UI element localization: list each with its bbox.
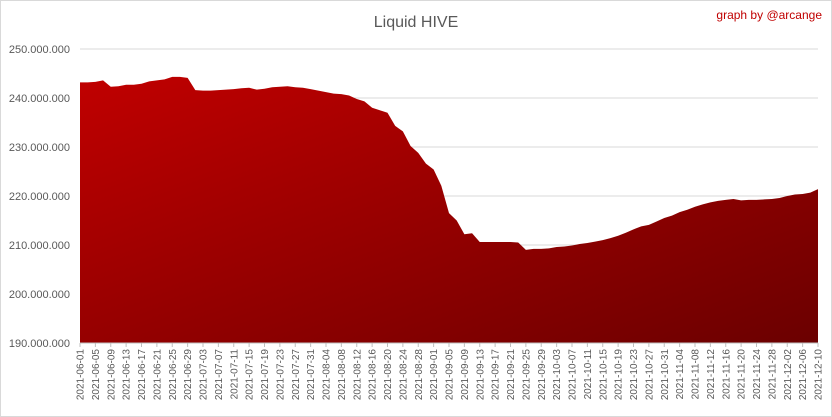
x-tick-label: 2021-07-27 xyxy=(291,349,302,401)
x-tick-label: 2021-10-27 xyxy=(644,349,655,401)
y-tick-label: 250.000.000 xyxy=(9,44,70,56)
x-tick-label: 2021-06-25 xyxy=(168,349,179,401)
x-tick-label: 2021-07-31 xyxy=(306,349,317,401)
x-tick-label: 2021-12-10 xyxy=(814,349,825,401)
x-tick-label: 2021-10-15 xyxy=(598,349,609,401)
x-tick-label: 2021-09-09 xyxy=(460,349,471,401)
x-tick-label: 2021-12-06 xyxy=(798,349,809,401)
y-tick-label: 200.000.000 xyxy=(9,289,70,301)
x-tick-label: 2021-06-09 xyxy=(106,349,117,401)
x-tick-label: 2021-10-03 xyxy=(552,349,563,401)
x-tick-label: 2021-07-07 xyxy=(214,349,225,401)
x-tick-label: 2021-08-24 xyxy=(398,349,409,401)
x-tick-label: 2021-11-12 xyxy=(706,349,717,400)
x-tick-label: 2021-07-03 xyxy=(199,349,210,401)
x-tick-label: 2021-10-11 xyxy=(583,349,594,400)
x-tick-label: 2021-10-23 xyxy=(629,349,640,401)
x-tick-label: 2021-11-24 xyxy=(752,349,763,400)
series-area-group xyxy=(80,76,818,344)
x-tick-label: 2021-10-19 xyxy=(614,349,625,401)
x-tick-label: 2021-09-13 xyxy=(475,349,486,401)
y-tick-label: 210.000.000 xyxy=(9,240,70,252)
x-tick-label: 2021-08-20 xyxy=(383,349,394,401)
x-tick-label: 2021-09-17 xyxy=(491,349,502,401)
series-area xyxy=(80,76,818,344)
x-tick-label: 2021-07-15 xyxy=(245,349,256,401)
y-tick-label: 220.000.000 xyxy=(9,191,70,203)
y-tick-label: 190.000.000 xyxy=(9,338,70,350)
x-tick-label: 2021-08-28 xyxy=(414,349,425,401)
x-tick-label: 2021-06-29 xyxy=(183,349,194,401)
x-tick-label: 2021-08-04 xyxy=(322,349,333,401)
x-tick-label: 2021-08-16 xyxy=(368,349,379,401)
x-tick-label: 2021-07-23 xyxy=(275,349,286,401)
x-tick-label: 2021-11-08 xyxy=(691,349,702,400)
x-tick-label: 2021-09-21 xyxy=(506,349,517,401)
x-tick-label: 2021-09-29 xyxy=(537,349,548,401)
x-tick-label: 2021-11-04 xyxy=(675,349,686,400)
x-tick-label: 2021-06-13 xyxy=(122,349,133,401)
x-tick-label: 2021-06-05 xyxy=(91,349,102,401)
x-tick-label: 2021-11-28 xyxy=(767,349,778,400)
x-tick-label: 2021-11-16 xyxy=(721,349,732,400)
x-tick-label: 2021-12-02 xyxy=(783,349,794,401)
y-axis: 190.000.000 200.000.000 210.000.000 220.000… xyxy=(9,44,70,350)
x-tick-label: 2021-06-17 xyxy=(137,349,148,401)
x-tick-label: 2021-08-12 xyxy=(352,349,363,401)
x-tick-label: 2021-08-08 xyxy=(337,349,348,401)
x-tick-label: 2021-06-21 xyxy=(152,349,163,401)
x-axis: 2021-06-01 2021-06-05 2021-06-09 2021-06-13… xyxy=(76,342,825,401)
x-tick-label: 2021-07-11 xyxy=(229,349,240,400)
x-tick-label: 2021-06-01 xyxy=(76,349,87,401)
chart-title: Liquid HIVE xyxy=(374,14,459,31)
y-tick-label: 240.000.000 xyxy=(9,93,70,105)
x-tick-label: 2021-09-05 xyxy=(445,349,456,401)
x-tick-label: 2021-11-20 xyxy=(737,349,748,400)
chart-credit: graph by @arcange xyxy=(716,8,822,22)
x-tick-label: 2021-09-25 xyxy=(521,349,532,401)
y-tick-label: 230.000.000 xyxy=(9,142,70,154)
x-tick-label: 2021-10-31 xyxy=(660,349,671,401)
x-tick-label: 2021-10-07 xyxy=(568,349,579,401)
x-tick-label: 2021-07-19 xyxy=(260,349,271,401)
x-tick-label: 2021-09-01 xyxy=(429,349,440,401)
